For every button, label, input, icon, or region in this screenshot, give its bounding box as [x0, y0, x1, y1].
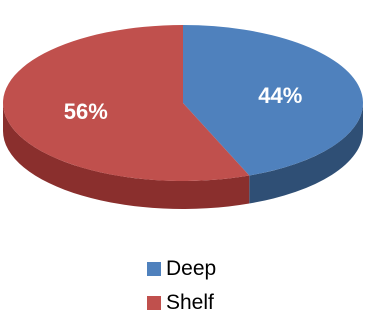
legend-label-shelf: Shelf [166, 291, 214, 314]
pie-side-deep [249, 103, 363, 204]
pie-tops [3, 25, 364, 181]
data-label-shelf: 56% [64, 99, 108, 124]
data-label-deep: 44% [258, 83, 302, 108]
pie-side-shelf [3, 103, 250, 209]
legend-label-deep: Deep [166, 257, 217, 280]
pie-slice-deep [183, 25, 364, 176]
pie-data-labels: 44% 56% [64, 83, 303, 124]
legend-swatch-deep [147, 262, 161, 276]
legend-item-deep: Deep [147, 256, 216, 282]
pie-sides [3, 103, 363, 209]
legend-item-shelf: Shelf [147, 290, 216, 316]
legend-swatch-shelf [147, 296, 161, 310]
pie-chart: 44% 56% [3, 25, 364, 209]
pie-slice-shelf [3, 25, 250, 181]
legend: Deep Shelf [147, 256, 216, 324]
